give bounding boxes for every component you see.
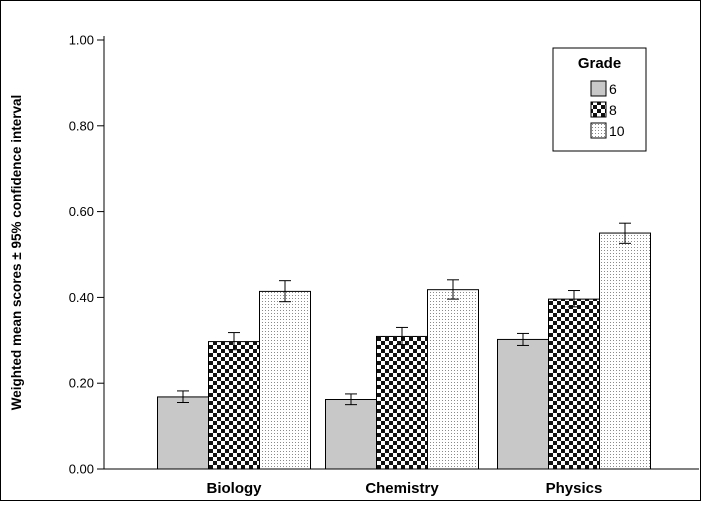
bar-physics-grade-8 bbox=[548, 298, 600, 470]
bar-biology-grade-6 bbox=[157, 396, 209, 470]
y-tick-label: 0.20 bbox=[69, 376, 94, 391]
y-tick-label: 0.60 bbox=[69, 204, 94, 219]
bar-chemistry-grade-6 bbox=[325, 399, 377, 470]
bar-chemistry-grade-10 bbox=[427, 289, 479, 470]
bar-biology-grade-8 bbox=[208, 341, 260, 470]
bar-biology-grade-10 bbox=[259, 290, 311, 470]
y-tick-label: 0.00 bbox=[69, 462, 94, 477]
legend-label-grade-8: 8 bbox=[609, 102, 617, 118]
y-axis-title: Weighted mean scores ± 95% confidence in… bbox=[9, 95, 24, 411]
y-tick-label: 1.00 bbox=[69, 33, 94, 48]
y-tick-label: 0.80 bbox=[69, 118, 94, 133]
legend-label-grade-6: 6 bbox=[609, 81, 617, 97]
legend-label-grade-10: 10 bbox=[609, 123, 625, 139]
x-category-label: Physics bbox=[546, 480, 603, 497]
legend-title: Grade bbox=[578, 55, 621, 72]
bar-physics-grade-10 bbox=[599, 232, 651, 470]
legend: Grade 6 8 10 bbox=[552, 47, 647, 152]
y-tick-label: 0.40 bbox=[69, 290, 94, 305]
x-category-label: Chemistry bbox=[365, 480, 439, 497]
labels-group: 0.00 0.20 0.40 0.60 0.80 1.00 Weighted mean sc… bbox=[9, 33, 602, 498]
legend-swatch-grade-8 bbox=[590, 101, 607, 118]
bars-group bbox=[157, 232, 651, 470]
bar-physics-grade-6 bbox=[497, 338, 549, 470]
x-category-label: Biology bbox=[207, 480, 263, 497]
legend-swatch-grade-10 bbox=[590, 122, 607, 139]
legend-swatch-grade-6 bbox=[590, 80, 607, 97]
bar-chemistry-grade-8 bbox=[376, 335, 428, 470]
error-bars-group bbox=[177, 222, 631, 406]
